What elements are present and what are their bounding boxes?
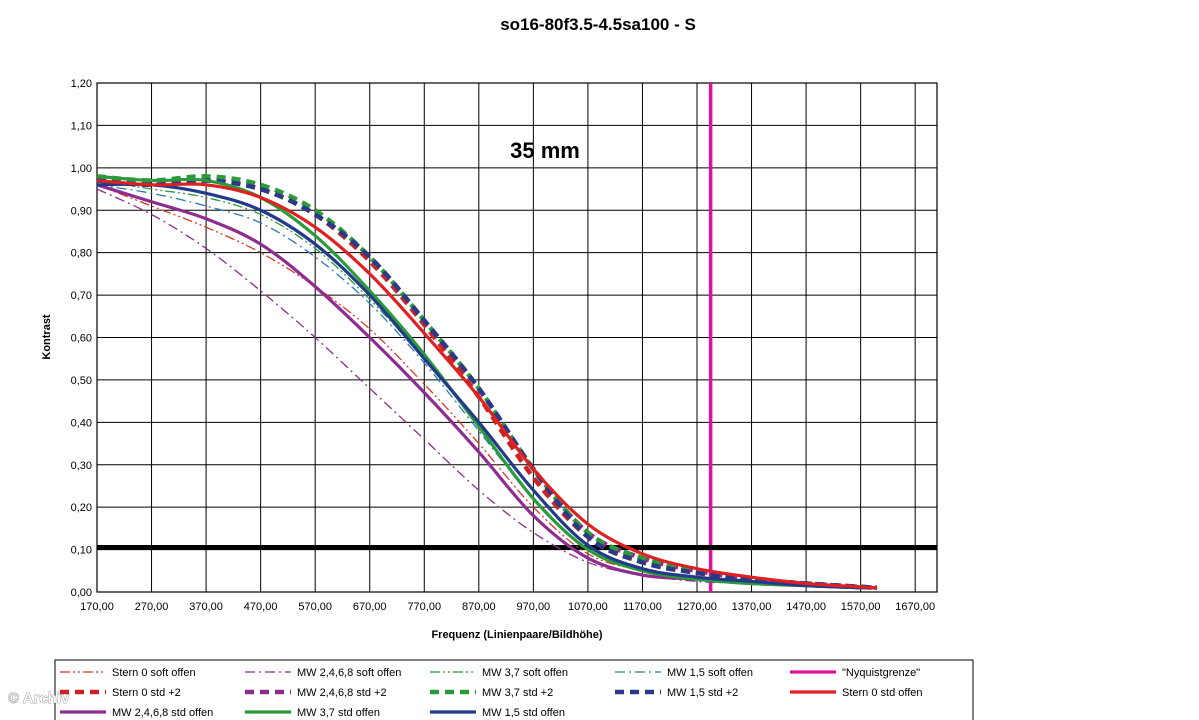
reference-lines <box>97 83 937 592</box>
x-axis-label: Frequenz (Linienpaare/Bildhöhe) <box>431 629 602 641</box>
y-tick-label: 1,00 <box>71 163 92 175</box>
legend-label: MW 2,4,6,8 std offen <box>112 707 213 719</box>
y-tick-label: 0,30 <box>71 460 92 472</box>
series-line-3 <box>96 184 878 589</box>
watermark: © Archiv <box>8 690 70 707</box>
x-tick-label: 1470,00 <box>786 601 826 613</box>
series-line-7 <box>96 174 878 591</box>
legend-label: MW 2,4,6,8 std +2 <box>297 687 387 699</box>
y-tick-label: 0,40 <box>71 417 92 429</box>
chart-annotation: 35 mm <box>510 138 580 163</box>
legend-label: Stern 0 std offen <box>842 687 923 699</box>
y-axis-label: Kontrast <box>41 314 53 360</box>
legend-label: MW 3,7 std +2 <box>482 687 553 699</box>
x-tick-label: 1670,00 <box>895 601 935 613</box>
x-tick-label: 470,00 <box>244 601 278 613</box>
y-tick-label: 0,70 <box>71 290 92 302</box>
series-line-12 <box>96 182 878 590</box>
series-line-11 <box>96 174 878 590</box>
series-group <box>96 174 878 591</box>
x-tick-label: 870,00 <box>462 601 496 613</box>
series-line-1 <box>96 188 878 589</box>
legend-label: "Nyquistgrenze" <box>842 667 920 679</box>
y-tick-label: 0,10 <box>71 545 92 557</box>
x-tick-label: 1170,00 <box>623 601 662 613</box>
legend-label: MW 2,4,6,8 soft offen <box>297 667 401 679</box>
y-tick-label: 0,90 <box>71 205 92 217</box>
legend: Stern 0 soft offen MW 2,4,6,8 soft offen M… <box>54 659 974 720</box>
y-tick-label: 0,00 <box>71 587 92 599</box>
y-tick-label: 0,50 <box>71 375 92 387</box>
x-tick-label: 370,00 <box>189 601 223 613</box>
series-line-10 <box>96 183 878 590</box>
tick-labels: 170,00 270,00 370,00 470,00 570,00 670,00 770,… <box>71 78 935 613</box>
x-tick-label: 570,00 <box>298 601 332 613</box>
legend-label: MW 3,7 std offen <box>297 707 380 719</box>
x-tick-label: 170,00 <box>80 601 114 613</box>
x-tick-label: 670,00 <box>353 601 387 613</box>
x-tick-label: 1270,00 <box>677 601 717 613</box>
y-tick-label: 0,20 <box>71 502 92 514</box>
y-tick-label: 0,60 <box>71 333 92 345</box>
x-tick-label: 770,00 <box>407 601 441 613</box>
chart-title: so16-80f3.5-4.5sa100 - S <box>500 15 696 34</box>
series-line-9 <box>96 178 878 590</box>
x-tick-label: 1570,00 <box>841 601 881 613</box>
y-tick-label: 0,80 <box>71 248 92 260</box>
y-tick-label: 1,20 <box>71 78 92 90</box>
series-line-0 <box>96 184 878 589</box>
plot-grid <box>96 82 938 593</box>
x-tick-label: 1370,00 <box>732 601 772 613</box>
legend-label: MW 1,5 std +2 <box>667 687 738 699</box>
series-line-2 <box>96 179 878 589</box>
legend-label: Stern 0 soft offen <box>112 667 196 679</box>
x-tick-label: 970,00 <box>517 601 551 613</box>
legend-label: MW 1,5 std offen <box>482 707 565 719</box>
series-line-8 <box>96 178 878 591</box>
series-line-5 <box>96 178 878 591</box>
legend-label: MW 3,7 soft offen <box>482 667 568 679</box>
legend-label: Stern 0 std +2 <box>112 687 181 699</box>
y-tick-label: 1,10 <box>71 120 92 132</box>
legend-box <box>54 659 974 720</box>
series-line-6 <box>96 178 878 591</box>
x-tick-label: 270,00 <box>135 601 169 613</box>
x-tick-label: 1070,00 <box>568 601 608 613</box>
legend-label: MW 1,5 soft offen <box>667 667 753 679</box>
